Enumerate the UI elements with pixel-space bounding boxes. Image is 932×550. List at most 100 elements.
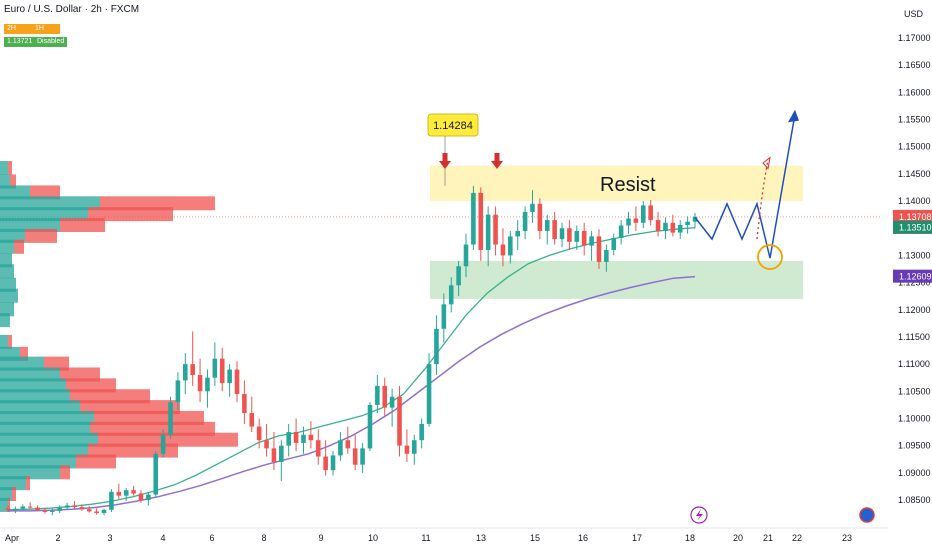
candle-body-59	[441, 304, 447, 329]
vp-down-14	[8, 334, 12, 349]
candle-body-17	[131, 490, 136, 494]
vp-up-7	[0, 239, 14, 254]
alt-projection-arrowhead	[762, 156, 771, 170]
candle-body-71	[530, 203, 535, 212]
ma-fast-tag: 1.13510	[899, 223, 932, 233]
vp-down-0	[8, 160, 12, 175]
vp-up-28	[0, 487, 12, 502]
vp-up-23	[0, 432, 98, 447]
ma-fast-tag-bg	[893, 220, 932, 234]
candle-body-3	[27, 506, 33, 508]
vp-down-22	[90, 421, 215, 436]
vp-down-16	[44, 356, 69, 371]
date-tick-11: 16	[578, 533, 588, 543]
candle-body-25	[190, 364, 195, 375]
candle-body-67	[500, 244, 506, 256]
price-tick-0: 1.17000	[898, 33, 931, 43]
ma-slow-tag-bg	[893, 269, 932, 283]
peak-label-box	[427, 113, 479, 137]
candle-body-45	[338, 440, 343, 456]
candle-body-33	[249, 413, 255, 427]
candle-body-34	[256, 426, 262, 441]
candle-body-42	[315, 440, 321, 457]
vp-down-2	[30, 185, 60, 200]
candle-body-54	[404, 445, 410, 454]
vp-up-16	[0, 356, 44, 371]
candle-body-21	[160, 434, 166, 454]
candle-body-61	[456, 266, 461, 286]
candle-body-63	[471, 192, 476, 245]
interval-1h[interactable]: 1H	[32, 24, 60, 34]
ma-fast-line	[7, 227, 696, 511]
peak-callout: 1.14284	[427, 113, 479, 186]
indicator-value: 1.13721	[4, 37, 36, 47]
resist-zone	[430, 165, 803, 202]
vp-up-6	[0, 228, 25, 243]
candle-body-46	[345, 440, 351, 449]
candle-body-36	[271, 448, 277, 462]
vp-up-20	[0, 400, 80, 415]
vp-down-21	[94, 410, 204, 425]
vp-up-4	[0, 207, 88, 222]
vp-up-3	[0, 196, 100, 211]
candle-body-13	[101, 509, 107, 514]
peak-label: 1.14284	[433, 120, 473, 132]
vp-up-2	[0, 185, 30, 200]
price-tick-4: 1.15000	[898, 142, 931, 152]
zones	[0, 165, 880, 299]
candle-body-50	[375, 385, 380, 405]
candle-body-49	[367, 404, 373, 449]
candle-body-0	[5, 508, 11, 510]
vp-up-25	[0, 454, 76, 469]
candle-body-51	[382, 385, 388, 408]
candle-body-5	[42, 510, 48, 512]
vp-up-18	[0, 378, 66, 393]
candle-body-41	[308, 434, 314, 441]
price-tick-12: 1.11000	[898, 359, 930, 369]
date-tick-1: 2	[55, 533, 60, 543]
vp-down-27	[26, 476, 30, 491]
vp-down-5	[60, 218, 105, 233]
candle-body-64	[478, 192, 484, 250]
candle-body-30	[227, 369, 232, 384]
vp-down-1	[10, 174, 16, 189]
candle-body-14	[109, 491, 114, 510]
vp-up-5	[0, 218, 60, 233]
date-tick-3: 4	[160, 533, 165, 543]
date-tick-16: 22	[792, 533, 802, 543]
candle-body-27	[205, 377, 210, 392]
vp-down-28	[12, 487, 16, 502]
vp-up-1	[0, 174, 10, 189]
candle-body-60	[448, 285, 454, 305]
interval-2h[interactable]: 2H	[4, 24, 32, 34]
candle-body-18	[138, 493, 144, 500]
candle-body-39	[293, 432, 299, 443]
date-tick-4: 6	[209, 533, 214, 543]
resist-label: Resist	[600, 174, 656, 196]
date-tick-9: 13	[476, 533, 486, 543]
price-tick-17: 1.08500	[898, 495, 931, 505]
vp-up-11	[0, 288, 18, 303]
vp-up-14	[0, 334, 8, 349]
candle-body-70	[522, 211, 528, 231]
candle-body-86	[641, 205, 646, 223]
candle-body-91	[677, 224, 683, 233]
candle-body-80	[596, 236, 602, 262]
last-price-tag: 1.13708	[899, 212, 932, 222]
indicator-state[interactable]: Disabled	[34, 37, 68, 47]
candle-body-87	[648, 205, 653, 221]
candle-body-23	[175, 380, 181, 403]
candle-body-37	[279, 445, 284, 462]
candle-body-31	[234, 369, 240, 395]
vp-down-17	[60, 367, 100, 382]
candle-body-43	[323, 456, 328, 471]
vp-down-18	[66, 378, 116, 393]
vp-down-3	[100, 196, 215, 211]
candle-body-65	[485, 214, 491, 250]
projection-line	[694, 113, 796, 259]
candle-body-4	[35, 507, 40, 511]
price-tick-1: 1.16500	[898, 60, 931, 70]
vp-down-29	[8, 497, 10, 512]
candle-body-62	[463, 244, 469, 267]
